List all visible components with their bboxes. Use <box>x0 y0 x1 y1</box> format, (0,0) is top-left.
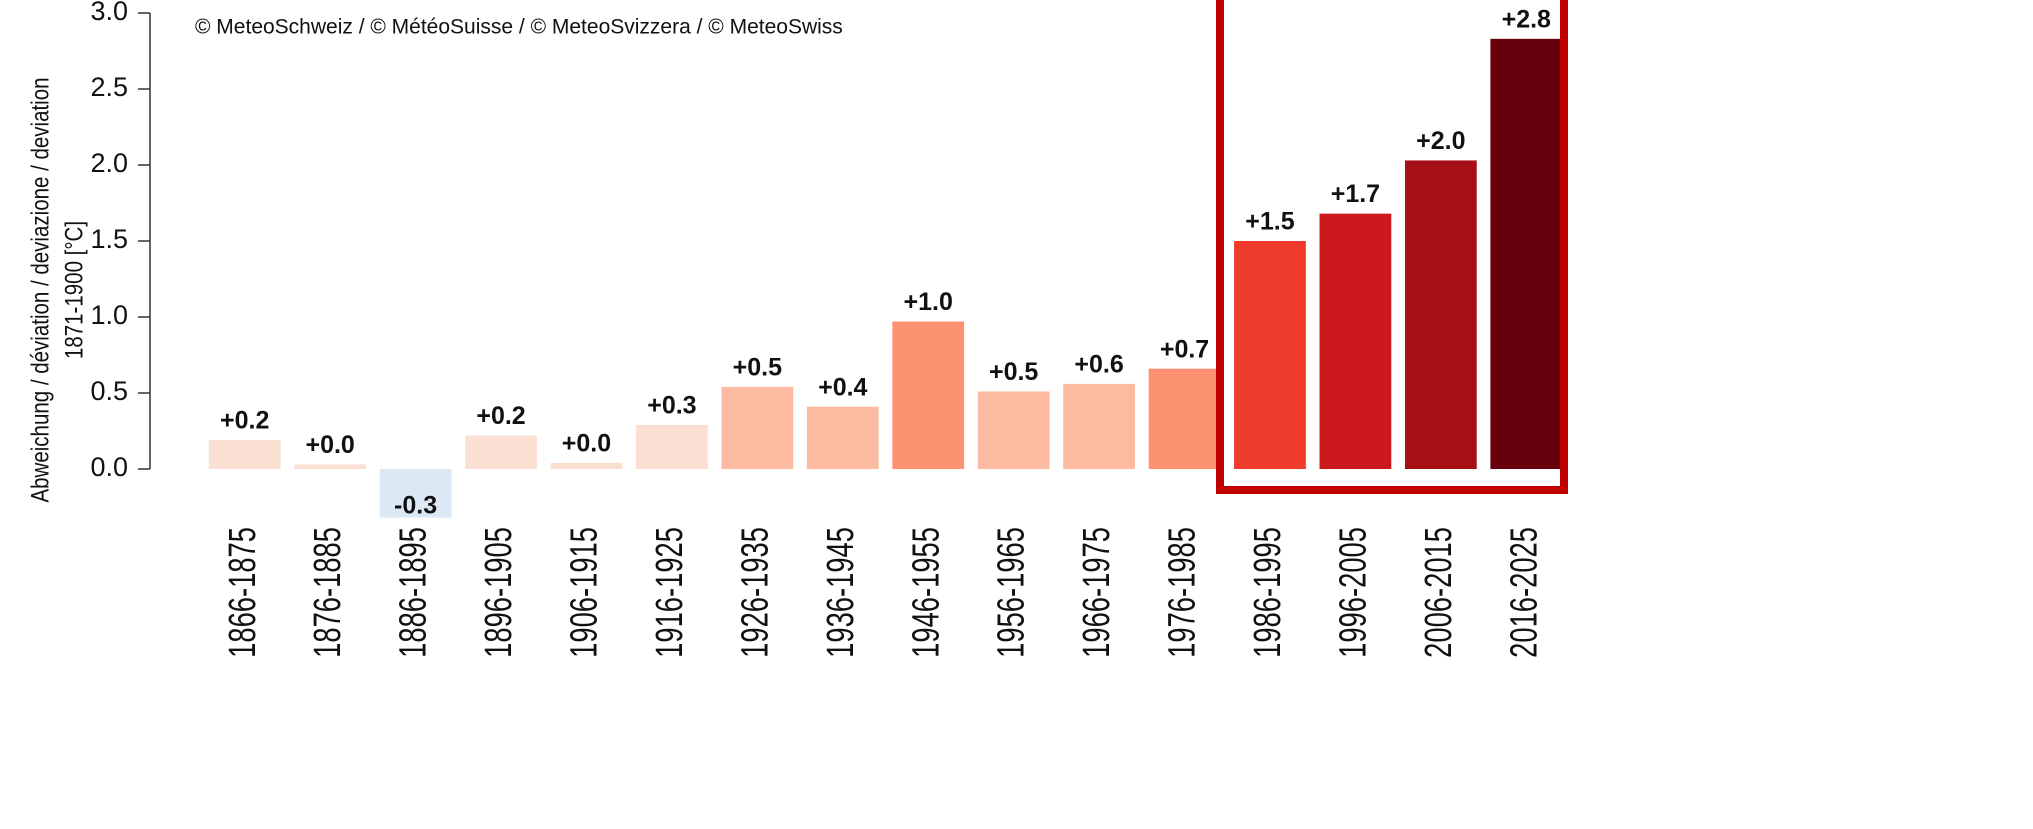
x-tick-label: 1976-1985 <box>1161 527 1203 658</box>
copyright: © MeteoSchweiz / © MétéoSuisse / © Meteo… <box>195 16 843 39</box>
value-label: +2.8 <box>1502 5 1551 33</box>
value-label: +0.5 <box>989 358 1038 386</box>
value-label: +0.4 <box>818 373 867 401</box>
value-label: +0.7 <box>1160 335 1209 363</box>
x-tick-label: 1926-1935 <box>734 527 776 658</box>
bar <box>208 440 281 469</box>
x-tick-label: 1996-2005 <box>1332 527 1374 658</box>
bar <box>636 424 708 469</box>
bar <box>1148 368 1221 469</box>
bar <box>977 391 1050 469</box>
x-tick-label: 1936-1945 <box>820 527 862 658</box>
value-label: +1.7 <box>1331 180 1380 208</box>
value-label: -0.3 <box>394 492 437 520</box>
value-label: +0.0 <box>305 431 354 459</box>
y-tick-label: 1.5 <box>90 224 128 254</box>
value-label: +0.5 <box>733 354 782 382</box>
bar <box>550 462 623 469</box>
bar <box>1234 241 1306 469</box>
y-tick-label: 2.5 <box>90 72 128 102</box>
bar <box>379 469 452 518</box>
bar <box>892 321 965 469</box>
x-tick-label: 1916-1925 <box>649 527 691 658</box>
x-tick-label: 1956-1965 <box>990 527 1032 658</box>
bar <box>806 406 879 469</box>
y-tick-label: 2.0 <box>90 148 128 178</box>
y-tick-label: 3.0 <box>90 0 128 26</box>
y-tick-label: 0.0 <box>90 452 128 482</box>
value-label: +1.0 <box>904 288 953 316</box>
x-tick-label: 1886-1895 <box>392 527 434 658</box>
highlight-box <box>1216 0 1568 494</box>
x-tick-label: 1876-1885 <box>307 527 349 658</box>
bar <box>1063 383 1135 469</box>
x-tick-label: 1966-1975 <box>1076 527 1118 658</box>
bar <box>721 386 794 469</box>
y-axis-label: Abweichung / déviation / deviazione / de… <box>26 77 54 502</box>
y-axis-label: 1871-1900 [°C] <box>60 221 88 359</box>
bar <box>294 464 367 469</box>
value-label: +0.6 <box>1074 350 1123 378</box>
y-tick-label: 0.5 <box>90 376 128 406</box>
bar <box>1404 160 1477 469</box>
x-tick-label: 1986-1995 <box>1247 527 1289 658</box>
value-label: +0.0 <box>562 430 611 458</box>
y-tick-label: 1.0 <box>90 300 128 330</box>
x-tick-label: 1906-1915 <box>563 527 605 658</box>
value-label: +2.0 <box>1416 127 1465 155</box>
x-tick-label: 1866-1875 <box>221 527 263 658</box>
value-label: +1.5 <box>1245 208 1294 236</box>
value-label: +0.2 <box>220 407 269 435</box>
value-label: +0.2 <box>476 402 525 430</box>
x-tick-label: 1946-1955 <box>905 527 947 658</box>
x-tick-label: 1896-1905 <box>478 527 520 658</box>
x-tick-label: 2006-2015 <box>1418 527 1460 658</box>
bar <box>465 435 537 469</box>
x-tick-label: 2016-2025 <box>1503 527 1545 658</box>
bar <box>1490 38 1563 470</box>
bar <box>1319 213 1392 469</box>
value-label: +0.3 <box>647 392 696 420</box>
